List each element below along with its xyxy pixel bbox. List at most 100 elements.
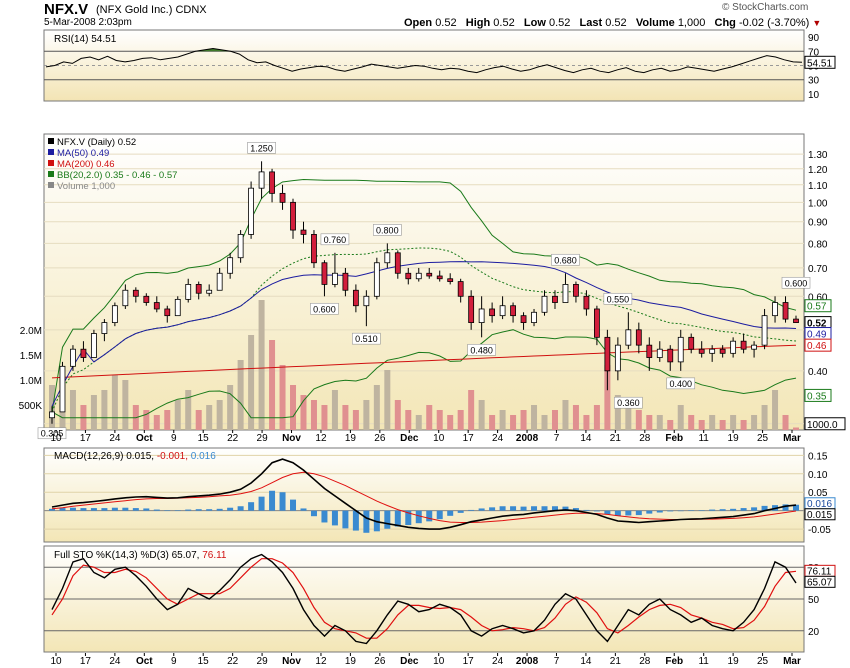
candle-body <box>499 305 506 317</box>
candle-body <box>709 348 716 354</box>
macd-histogram-bar <box>111 507 118 511</box>
candle-body <box>59 365 66 413</box>
chart-date: 5-Mar-2008 2:03pm <box>44 17 132 28</box>
candle-body <box>772 302 778 317</box>
macd-histogram-bar <box>646 510 653 514</box>
volume-bar <box>688 415 695 430</box>
x-axis-label: 28 <box>639 656 651 667</box>
macd-histogram-bar <box>510 506 517 511</box>
macd-histogram-bar <box>730 508 737 511</box>
x-axis-label: 17 <box>463 433 475 444</box>
volume-tick-label: 500K <box>19 401 43 412</box>
volume-bar <box>489 415 496 430</box>
macd-histogram-bar <box>489 507 496 511</box>
macd-histogram-bar <box>740 508 747 511</box>
volume-bar <box>279 365 286 430</box>
price-tick-label: 1.20 <box>808 165 828 176</box>
price-annotation-box <box>614 396 643 409</box>
candle-body <box>552 295 558 303</box>
macd-histogram-bar <box>499 506 506 511</box>
x-axis-label: Mar <box>783 433 801 444</box>
x-axis-label: Mar <box>783 656 801 667</box>
macd-histogram-bar <box>468 509 475 511</box>
macd-histogram-bar <box>279 492 286 511</box>
bollinger-upper-band <box>51 178 797 412</box>
volume-bar <box>635 410 642 430</box>
x-axis-label: 17 <box>463 656 475 667</box>
x-axis-label: 10 <box>433 433 445 444</box>
ohlc-summary: Open 0.52 High 0.52 Low 0.52 Last 0.52 V… <box>404 17 822 29</box>
volume-bar <box>761 405 768 430</box>
candle-body <box>363 295 370 307</box>
price-value-tag <box>804 388 832 402</box>
x-axis-label: Feb <box>665 656 683 667</box>
price-annotation-box <box>37 427 67 440</box>
volume-bar <box>394 400 401 430</box>
volume-bar <box>143 410 150 430</box>
macd-histogram-bar <box>331 510 338 526</box>
candle-body <box>730 340 737 354</box>
macd-histogram-bar <box>572 508 579 511</box>
macd-histogram-bar <box>122 507 129 511</box>
volume-bar <box>290 385 297 430</box>
x-axis-label: 19 <box>345 656 357 667</box>
x-axis-label: Nov <box>282 656 301 667</box>
price-value-tag-label: 0.49 <box>807 330 827 341</box>
candle-body <box>269 171 275 194</box>
volume-bar <box>185 390 192 430</box>
price-tick-label: 1.30 <box>808 150 828 161</box>
candle-body <box>227 257 234 274</box>
price-tick-label: 0.40 <box>808 367 828 378</box>
candle-body <box>646 344 653 358</box>
candle-body <box>583 295 590 310</box>
macd-legend: MACD(12,26,9) 0.015, -0.001, 0.016 <box>54 451 216 462</box>
rsi-tick-label: 30 <box>808 76 820 87</box>
price-annotation-box <box>352 332 381 345</box>
x-axis-label: Dec <box>400 433 419 444</box>
macd-tick-label: 0.05 <box>808 488 828 499</box>
price-annotation-box <box>320 233 350 246</box>
macd-histogram-bar <box>352 510 359 531</box>
macd-histogram-bar <box>227 507 234 511</box>
volume-bar <box>667 420 674 430</box>
candle-body <box>248 187 254 235</box>
x-axis-label: 28 <box>639 433 651 444</box>
candle-body <box>279 192 286 203</box>
price-annotation: 0.800 <box>376 225 399 235</box>
price-annotation: 0.305 <box>41 429 64 439</box>
volume-bar <box>405 410 412 430</box>
macd-histogram-bar <box>321 510 328 523</box>
candle-body <box>80 348 87 358</box>
legend-swatch <box>48 160 54 166</box>
x-axis-label: 29 <box>257 656 269 667</box>
bollinger-middle-band <box>51 247 797 413</box>
volume-bar <box>415 415 422 430</box>
x-axis-label: Feb <box>665 433 683 444</box>
macd-histogram-bar <box>583 509 590 511</box>
candle-body <box>468 295 475 324</box>
rsi-value-tag <box>804 55 836 69</box>
price-value-tag-label: 1000.0 <box>807 420 838 431</box>
volume-bar <box>614 395 621 430</box>
candle-body <box>290 201 296 231</box>
symbol: NFX.V <box>44 1 89 18</box>
volume-bar <box>782 415 789 430</box>
macd-histogram-bar <box>656 510 663 513</box>
macd-histogram-bar <box>384 510 391 529</box>
candle-body <box>541 295 548 313</box>
x-axis-label: 25 <box>757 656 769 667</box>
volume-bar <box>531 405 538 430</box>
volume-tick-label: 1.0M <box>20 376 42 387</box>
candle-body <box>174 298 181 317</box>
down-triangle-icon: ▼ <box>812 18 822 28</box>
volume-bar <box>740 420 747 430</box>
volume-bar <box>593 405 600 430</box>
price-annotation: 0.600 <box>313 304 336 314</box>
x-axis-label: 2008 <box>516 656 539 667</box>
candle-body <box>164 308 171 317</box>
volume-bar <box>216 400 223 430</box>
x-axis-label: 22 <box>227 433 239 444</box>
candle-body <box>667 348 674 363</box>
volume-bar <box>772 390 779 430</box>
candle-body <box>101 322 108 334</box>
